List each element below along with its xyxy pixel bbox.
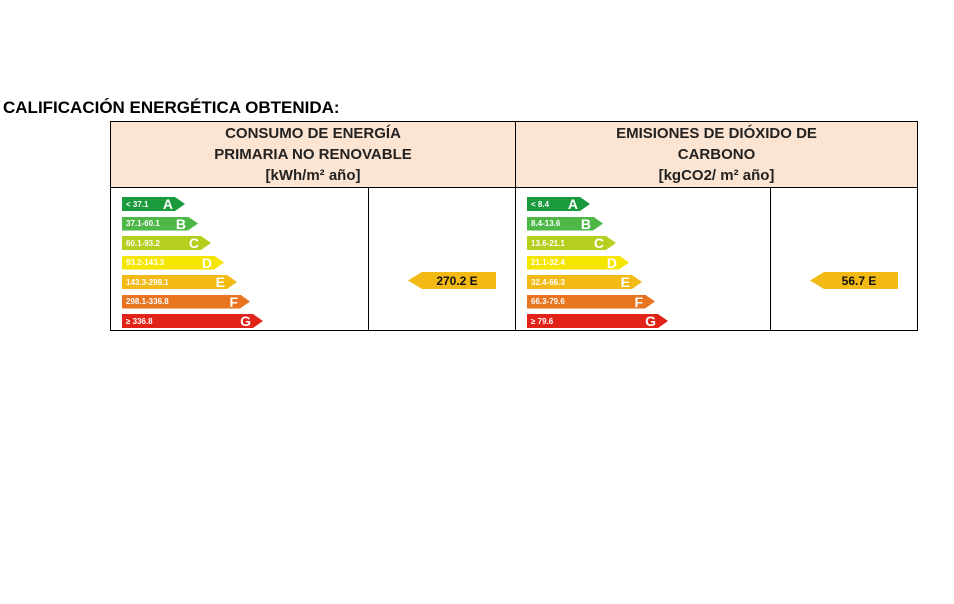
- rating-bar: ≥ 79.6 G: [527, 314, 668, 328]
- panel-header: CONSUMO DE ENERGÍA PRIMARIA NO RENOVABLE […: [110, 121, 516, 188]
- range-label: < 8.4: [531, 199, 550, 209]
- rating-bar: < 8.4 A: [527, 197, 590, 211]
- result-arrow: 56.7 E: [810, 272, 898, 289]
- header-line: PRIMARIA NO RENOVABLE: [214, 146, 412, 163]
- rating-letter: C: [188, 235, 199, 251]
- range-label: 37.1-60.1: [126, 219, 160, 228]
- rating-bar: 93.2-143.3 D: [122, 254, 224, 271]
- result-cell: 270.2 E: [368, 187, 516, 331]
- range-label: 93.2-143.3: [126, 258, 165, 267]
- rating-letter: A: [567, 196, 578, 212]
- header-line: [kgCO2/ m² año]: [658, 167, 775, 184]
- page-title: CALIFICACIÓN ENERGÉTICA OBTENIDA:: [3, 98, 340, 117]
- range-label: 143.3-298.1: [126, 277, 169, 287]
- panel-header: EMISIONES DE DIÓXIDO DE CARBONO [kgCO2/ m²…: [515, 121, 918, 188]
- rating-bar: 21.1-32.4 D: [527, 254, 629, 271]
- range-label: 298.1-336.8: [126, 297, 169, 306]
- header-line: EMISIONES DE DIÓXIDO DE: [616, 125, 817, 142]
- rating-letter: F: [229, 293, 238, 310]
- result-arrow: 270.2 E: [408, 272, 496, 289]
- scale-cell: < 37.1 A 37.1-60.1 B 60.1-93.2 C 93.2-143.3 D 14…: [110, 187, 369, 331]
- range-label: 32.4-66.3: [531, 277, 565, 287]
- scale-cell: < 8.4 A 8.4-13.6 B 13.6-21.1 C 21.1-32.4 D 32.4-…: [515, 187, 771, 331]
- rating-letter: B: [175, 215, 186, 232]
- rating-letter: G: [240, 313, 251, 329]
- rating-letter: F: [634, 293, 643, 310]
- range-label: 66.3-79.6: [531, 297, 565, 306]
- rating-bar: 13.6-21.1 C: [527, 236, 616, 250]
- rating-letter: G: [645, 313, 656, 329]
- rating-letter: A: [162, 196, 173, 212]
- rating-letter: E: [620, 274, 630, 290]
- rating-bar: 37.1-60.1 B: [122, 215, 198, 232]
- rating-bar: 60.1-93.2 C: [122, 236, 211, 250]
- header-line: [kWh/m² año]: [265, 167, 361, 184]
- header-line: CARBONO: [677, 146, 756, 163]
- rating-letter: E: [215, 274, 225, 290]
- range-label: ≥ 79.6: [531, 316, 554, 326]
- range-label: 60.1-93.2: [126, 238, 160, 248]
- result-cell: 56.7 E: [770, 187, 918, 331]
- rating-letter: C: [593, 235, 604, 251]
- range-label: 21.1-32.4: [531, 258, 565, 267]
- rating-letter: D: [606, 254, 617, 271]
- rating-bar: 298.1-336.8 F: [122, 293, 250, 310]
- rating-letter: D: [201, 254, 212, 271]
- rating-bar: 8.4-13.6 B: [527, 215, 603, 232]
- rating-bar: < 37.1 A: [122, 197, 185, 211]
- rating-bar: 32.4-66.3 E: [527, 275, 642, 289]
- range-label: < 37.1: [126, 199, 149, 209]
- range-label: 8.4-13.6: [531, 219, 561, 228]
- header-line: CONSUMO DE ENERGÍA: [225, 125, 401, 142]
- range-label: 13.6-21.1: [531, 238, 565, 248]
- rating-letter: B: [580, 215, 591, 232]
- rating-bar: ≥ 336.8 G: [122, 314, 263, 328]
- rating-bar: 143.3-298.1 E: [122, 275, 237, 289]
- rating-bar: 66.3-79.6 F: [527, 293, 655, 310]
- range-label: ≥ 336.8: [126, 316, 153, 326]
